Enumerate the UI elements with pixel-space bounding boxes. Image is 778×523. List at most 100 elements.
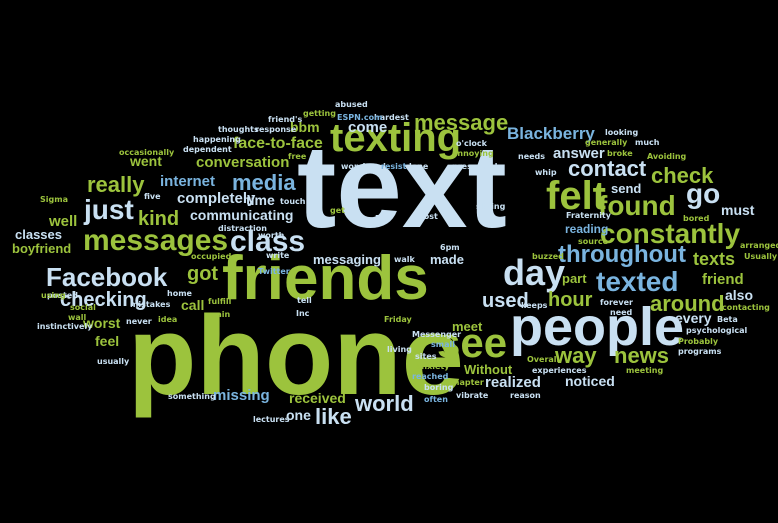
word-oclock: o'clock bbox=[456, 139, 487, 148]
word-messaging: messaging bbox=[313, 252, 381, 267]
word-contacting: contacting bbox=[722, 303, 770, 312]
word-people: people bbox=[510, 297, 685, 357]
word-espn: ESPN.com bbox=[337, 113, 383, 122]
word-phone: phone bbox=[128, 293, 464, 418]
word-getting: getting bbox=[303, 109, 336, 118]
word-bbm: bbm bbox=[290, 119, 320, 135]
word-kind: kind bbox=[138, 208, 180, 230]
word-home: home bbox=[167, 289, 192, 298]
word-just: just bbox=[84, 194, 134, 225]
word-class: class bbox=[230, 225, 306, 258]
word-meeting: meeting bbox=[626, 366, 664, 375]
word-host: host bbox=[418, 212, 438, 221]
word-touch: touch bbox=[280, 197, 306, 206]
word-reached: reached bbox=[412, 372, 449, 381]
word-boring: boring bbox=[424, 383, 454, 392]
word-done: done bbox=[406, 162, 429, 171]
word-social: social bbox=[70, 303, 96, 312]
word-constantly: constantly bbox=[600, 218, 741, 249]
word-conversation: conversation bbox=[196, 154, 290, 171]
word-texted: texted bbox=[596, 266, 679, 297]
word-fulfill: fulfill bbox=[208, 297, 232, 306]
word-anxiety: anxiety bbox=[416, 362, 450, 371]
word-overall: Overall bbox=[527, 355, 560, 364]
word-main: main bbox=[208, 310, 231, 319]
word-checking: checking bbox=[60, 289, 147, 311]
word-programs: programs bbox=[678, 347, 722, 356]
word-distraction: distraction bbox=[218, 224, 267, 233]
word-made: made bbox=[430, 252, 464, 267]
word-living: living bbox=[387, 345, 412, 354]
word-annoying: annoying bbox=[452, 149, 494, 158]
word-news: news bbox=[614, 343, 670, 368]
word-posted: posted bbox=[47, 291, 78, 300]
word-idea: idea bbox=[158, 315, 178, 324]
word-went: went bbox=[130, 153, 162, 169]
word-worst: worst bbox=[83, 315, 121, 331]
word-buzzed: buzzed bbox=[532, 252, 564, 261]
word-fraternity: Fraternity bbox=[566, 211, 611, 220]
word-realized: realized bbox=[485, 374, 541, 391]
word-broke: broke bbox=[607, 149, 633, 158]
word-one: one bbox=[286, 407, 311, 423]
word-beta: Beta bbox=[717, 315, 738, 324]
word-received: received bbox=[289, 390, 346, 406]
word-every: every bbox=[675, 310, 712, 326]
word-hardest: hardest bbox=[374, 113, 409, 122]
word-source: source bbox=[578, 237, 609, 246]
word-chapter: chapter bbox=[449, 378, 484, 387]
word-around: around bbox=[650, 291, 725, 316]
word-contact: contact bbox=[568, 156, 647, 181]
word-wall: wall bbox=[68, 313, 87, 322]
word-worth: worth bbox=[258, 231, 285, 240]
word-needs: needs bbox=[518, 152, 546, 161]
word-abused: abused bbox=[335, 100, 368, 109]
word-6pm: 6pm bbox=[440, 243, 460, 252]
word-also: also bbox=[725, 287, 754, 303]
word-day: day bbox=[503, 252, 566, 293]
word-messenger: Messenger bbox=[412, 330, 462, 339]
word-lectures: lectures bbox=[253, 415, 290, 424]
word-occupied: occupied bbox=[191, 252, 232, 261]
word-looking: looking bbox=[605, 128, 639, 137]
word-five: five bbox=[144, 192, 161, 201]
word-found: found bbox=[598, 190, 676, 221]
word-facebook: Facebook bbox=[46, 262, 168, 292]
word-write: write bbox=[266, 251, 290, 260]
word-blackberry: Blackberry bbox=[507, 124, 595, 143]
word-psychological: psychological bbox=[686, 326, 748, 335]
word-generally: generally bbox=[585, 138, 628, 147]
word-never: never bbox=[126, 317, 152, 326]
word-got: got bbox=[187, 263, 219, 285]
word-forever: forever bbox=[600, 298, 633, 307]
word-check: check bbox=[651, 163, 714, 188]
word-hour: hour bbox=[548, 289, 593, 311]
word-twitter: Twitter bbox=[258, 267, 290, 276]
word-throughout: throughout bbox=[558, 241, 686, 268]
word-happening: happening bbox=[193, 135, 241, 144]
word-something: something bbox=[168, 392, 216, 401]
word-feel: feel bbox=[95, 333, 120, 349]
word-tell: tell bbox=[297, 296, 312, 305]
word-free: free bbox=[288, 152, 307, 161]
word-arranged: arranged bbox=[740, 241, 778, 250]
word-come: come bbox=[348, 119, 388, 136]
word-friend: friend bbox=[702, 271, 744, 288]
word-friends: friends bbox=[222, 244, 429, 313]
word-time: time bbox=[246, 192, 275, 208]
word-meet: meet bbox=[452, 319, 483, 334]
word-internet: internet bbox=[160, 173, 216, 190]
word-resist: resist bbox=[381, 162, 407, 171]
word-small: small bbox=[431, 340, 455, 349]
word-well: well bbox=[49, 213, 78, 230]
word-wondered: wondered bbox=[341, 162, 386, 171]
word-boyfriend: boyfriend bbox=[12, 241, 72, 256]
word-instinctively: instinctively bbox=[37, 322, 93, 331]
word-using: using bbox=[41, 291, 66, 300]
word-occasionally: occasionally bbox=[119, 148, 175, 157]
word-friday: Friday bbox=[384, 315, 412, 324]
word-reason: reason bbox=[510, 391, 541, 400]
word-phi: Phi bbox=[375, 214, 390, 223]
word-without: Without bbox=[464, 362, 513, 377]
